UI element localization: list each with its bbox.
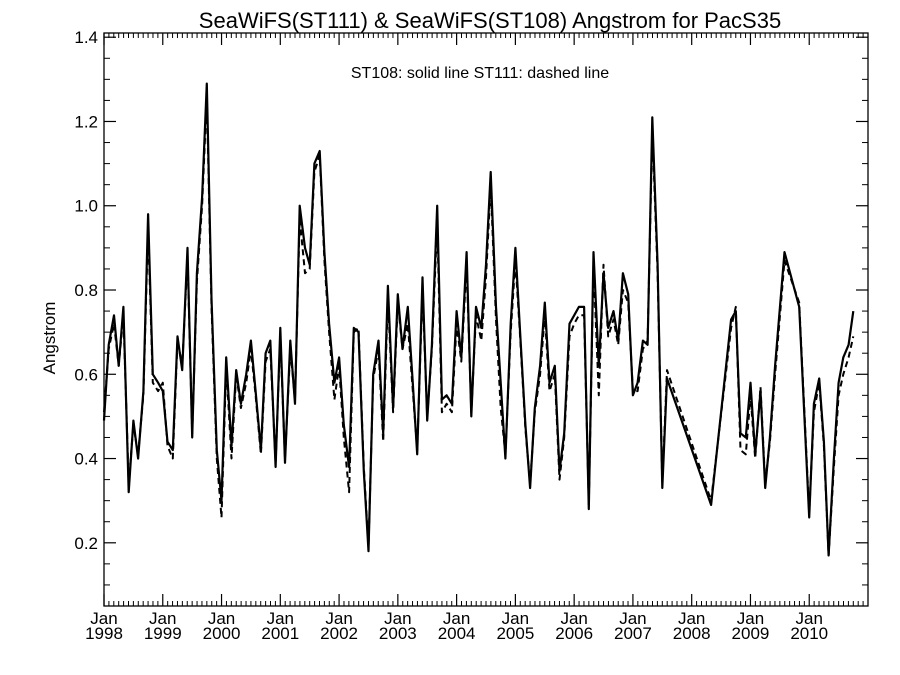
x-tick-month-label: Jan	[443, 609, 470, 628]
x-tick-year-label: 2003	[379, 624, 417, 643]
x-tick-year-label: 2001	[261, 624, 299, 643]
y-tick-label: 1.0	[74, 197, 98, 216]
y-axis: 0.2 0.4 0.6 0.8 1.0 1.2 1.4	[74, 28, 868, 607]
series-group	[102, 82, 855, 557]
x-tick-year-label: 2007	[614, 624, 652, 643]
y-tick-label: 1.2	[74, 112, 98, 131]
x-tick-month-label: Jan	[90, 609, 117, 628]
x-tick-year-label: 2005	[496, 624, 534, 643]
series-line-st111	[103, 95, 855, 557]
y-tick-label: 0.4	[74, 450, 98, 469]
x-tick-year-label: 1999	[144, 624, 182, 643]
x-tick-year-label: 2006	[555, 624, 593, 643]
x-tick-year-label: 2004	[438, 624, 476, 643]
x-tick-year-label: 2000	[203, 624, 241, 643]
x-tick-year-label: 2010	[790, 624, 828, 643]
x-tick-month-label: Jan	[149, 609, 176, 628]
x-tick-month-label: Jan	[267, 609, 294, 628]
x-axis: Jan1998Jan1999Jan2000Jan2001Jan2002Jan20…	[85, 33, 864, 643]
y-tick-label: 0.2	[74, 534, 98, 553]
x-tick-year-label: 2002	[320, 624, 358, 643]
x-tick-month-label: Jan	[208, 609, 235, 628]
x-tick-year-label: 2008	[673, 624, 711, 643]
y-tick-label: 1.4	[74, 28, 98, 47]
x-tick-month-label: Jan	[678, 609, 705, 628]
legend-text: ST108: solid line ST111: dashed line	[351, 65, 609, 82]
x-tick-year-label: 2009	[732, 624, 770, 643]
x-tick-month-label: Jan	[619, 609, 646, 628]
x-tick-month-label: Jan	[325, 609, 352, 628]
x-tick-month-label: Jan	[384, 609, 411, 628]
y-axis-label: Angstrom	[40, 302, 59, 375]
series-line-st108	[102, 82, 855, 557]
y-tick-label: 0.8	[74, 281, 98, 300]
x-tick-month-label: Jan	[796, 609, 823, 628]
plot-frame	[103, 32, 869, 607]
x-tick-month-label: Jan	[737, 609, 764, 628]
x-tick-year-label: 1998	[85, 624, 123, 643]
y-tick-label: 0.6	[74, 365, 98, 384]
x-tick-month-label: Jan	[502, 609, 529, 628]
x-tick-month-label: Jan	[560, 609, 587, 628]
chart-title: SeaWiFS(ST111) & SeaWiFS(ST108) Angstrom…	[199, 8, 781, 33]
